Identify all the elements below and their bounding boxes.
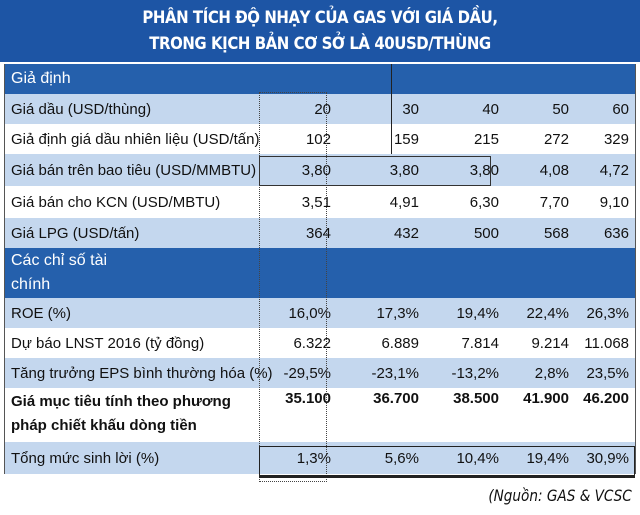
cell: 3,80 <box>389 161 419 179</box>
table-row: ROE (%) 16,0% 17,3% 19,4% 22,4% 26,3% <box>5 298 635 328</box>
row-label: Giá bán trên bao tiêu (USD/MMBTU) <box>11 161 257 179</box>
cell: 16,0% <box>288 304 331 322</box>
section-header-assumptions: Giả định <box>5 64 635 94</box>
cell: 7.814 <box>461 334 499 352</box>
cell: -29,5% <box>283 364 331 382</box>
row-label: Giá dầu (USD/thùng) <box>11 100 152 118</box>
cell: 636 <box>603 224 629 242</box>
cell: 6.889 <box>381 334 419 352</box>
cell: 10,4% <box>456 449 499 467</box>
cell: 500 <box>473 224 499 242</box>
cell: 2,8% <box>534 364 569 382</box>
table-title: PHÂN TÍCH ĐỘ NHẠY CỦA GAS VỚI GIÁ DẦU, T… <box>0 0 640 62</box>
row-label: Dự báo LNST 2016 (tỷ đồng) <box>11 334 205 352</box>
cell: 6.322 <box>293 334 331 352</box>
cell: 329 <box>603 130 629 148</box>
table-row: Tăng trưởng EPS bình thường hóa (%) -29,… <box>5 358 635 388</box>
section-header-financials: Các chỉ số tài chính <box>5 248 635 298</box>
cell: 23,5% <box>586 364 629 382</box>
row-label: Giả định giá dầu nhiên liệu (USD/tấn) <box>11 130 260 148</box>
cell: 9,10 <box>599 193 629 211</box>
cell: 4,91 <box>389 193 419 211</box>
table-row: Giá LPG (USD/tấn) 364 432 500 568 636 <box>5 218 635 248</box>
table-row: Dự báo LNST 2016 (tỷ đồng) 6.322 6.889 7… <box>5 328 635 358</box>
cell: 9.214 <box>531 334 569 352</box>
cell: 1,3% <box>296 449 331 467</box>
table-row: Giả định giá dầu nhiên liệu (USD/tấn) 10… <box>5 124 635 154</box>
table-row: Giá bán cho KCN (USD/MBTU) 3,51 4,91 6,3… <box>5 186 635 218</box>
cell: 432 <box>393 224 419 242</box>
cell: 272 <box>543 130 569 148</box>
cell: 19,4% <box>526 449 569 467</box>
cell: 364 <box>305 224 331 242</box>
cell: -13,2% <box>451 364 499 382</box>
cell: 7,70 <box>539 193 569 211</box>
cell: 36.700 <box>373 390 419 407</box>
title-line-1: PHÂN TÍCH ĐỘ NHẠY CỦA GAS VỚI GIÁ DẦU, <box>142 8 498 28</box>
table-row: Giá dầu (USD/thùng) 20 30 40 50 60 <box>5 94 635 124</box>
table-row: Giá mục tiêu tính theo phương pháp chiết… <box>5 388 635 458</box>
cell: 46.200 <box>583 390 629 407</box>
cell: 4,72 <box>599 161 629 179</box>
row-label: Tổng mức sinh lời (%) <box>11 449 160 467</box>
cell: 30 <box>402 100 419 118</box>
vertical-divider <box>391 64 392 154</box>
cell: 4,08 <box>539 161 569 179</box>
cell: 3,51 <box>301 193 331 211</box>
cell: 30,9% <box>586 449 629 467</box>
row-label: ROE (%) <box>11 304 71 322</box>
row-label: Giá LPG (USD/tấn) <box>11 224 140 242</box>
cell: 568 <box>543 224 569 242</box>
source-note: (Nguồn: GAS & VCSC <box>488 486 632 505</box>
cell: 215 <box>473 130 499 148</box>
cell: 35.100 <box>285 390 331 407</box>
cell: 6,30 <box>469 193 499 211</box>
cell: 26,3% <box>586 304 629 322</box>
sensitivity-table: Giả định Giá dầu (USD/thùng) 20 30 40 50… <box>4 64 636 482</box>
title-line-2: TRONG KỊCH BẢN CƠ SỞ LÀ 40USD/THÙNG <box>149 34 491 54</box>
cell: 5,6% <box>384 449 419 467</box>
cell: 3,80 <box>469 161 499 179</box>
cell: 41.900 <box>523 390 569 407</box>
row-label: Tăng trưởng EPS bình thường hóa (%) <box>11 364 273 382</box>
cell: 19,4% <box>456 304 499 322</box>
row-label: Giá bán cho KCN (USD/MBTU) <box>11 193 221 211</box>
table-row: Giá bán trên bao tiêu (USD/MMBTU) 3,80 3… <box>5 154 635 186</box>
cell: 3,80 <box>301 161 331 179</box>
cell: 22,4% <box>526 304 569 322</box>
cell: 102 <box>305 130 331 148</box>
cell: 40 <box>482 100 499 118</box>
cell: -23,1% <box>371 364 419 382</box>
cell: 60 <box>612 100 629 118</box>
cell: 159 <box>393 130 419 148</box>
cell: 17,3% <box>376 304 419 322</box>
cell: 11.068 <box>584 334 629 352</box>
table-row: Tổng mức sinh lời (%) 1,3% 5,6% 10,4% 19… <box>5 442 635 474</box>
cell: 38.500 <box>453 390 499 407</box>
cell: 20 <box>314 100 331 118</box>
cell: 50 <box>552 100 569 118</box>
